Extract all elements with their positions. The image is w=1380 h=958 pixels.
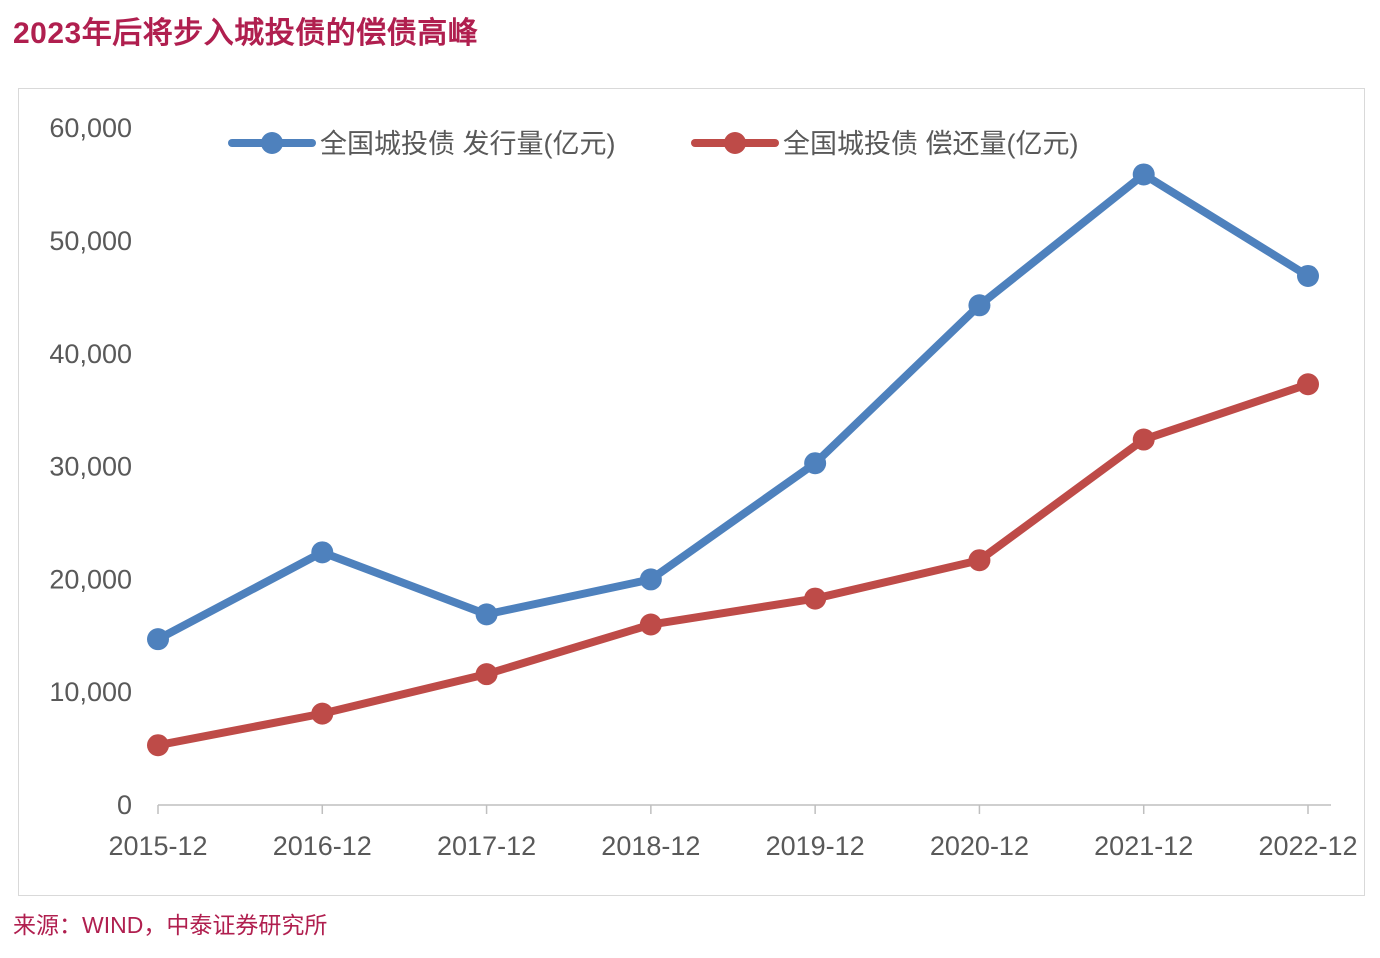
series-repayment-point	[475, 663, 498, 686]
series-repayment-line	[154, 380, 1312, 750]
y-axis-tick-label: 20,000	[49, 564, 132, 594]
series-issuance-point	[1297, 264, 1319, 287]
series-issuance-point	[639, 568, 662, 591]
series-issuance-point	[311, 541, 334, 564]
x-axis-tick-label: 2020-12	[930, 831, 1029, 861]
x-axis-tick-label: 2016-12	[273, 831, 372, 861]
x-axis-tick-label: 2015-12	[108, 831, 207, 861]
chart-plot-frame: 0 10,000 20,000 30,000 40,000 50,000 60,000 201…	[18, 88, 1365, 896]
series-issuance-point	[804, 452, 827, 475]
series-issuance-point	[1132, 163, 1155, 186]
line-chart: 0 10,000 20,000 30,000 40,000 50,000 60,000 201…	[49, 113, 1357, 861]
series-issuance-point	[968, 294, 991, 317]
series-repayment-point	[1297, 373, 1319, 396]
x-axis-tick-label: 2018-12	[601, 831, 700, 861]
source-note: 来源：WIND，中泰证券研究所	[13, 912, 328, 938]
legend-repayment-label: 全国城投债 偿还量(亿元)	[783, 129, 1078, 159]
series-repayment-point	[968, 549, 991, 572]
legend-issuance-label: 全国城投债 发行量(亿元)	[320, 129, 615, 159]
legend-issuance-marker-icon	[261, 132, 283, 154]
y-axis-tick-label: 50,000	[49, 226, 132, 256]
x-axis-tick-label: 2022-12	[1258, 831, 1357, 861]
series-issuance-line	[154, 170, 1312, 644]
series-repayment-point	[804, 587, 827, 610]
series-repayment-point	[311, 702, 334, 725]
y-axis-tick-label: 40,000	[49, 339, 132, 369]
series-repayment-point	[1132, 428, 1155, 451]
y-axis-tick-label: 30,000	[49, 452, 132, 482]
x-axis-tick-label: 2021-12	[1094, 831, 1193, 861]
chart-title: 2023年后将步入城投债的偿债高峰	[13, 17, 479, 50]
series-repayment-point	[147, 734, 169, 757]
series-issuance-point	[475, 603, 498, 626]
y-axis-tick-label: 10,000	[49, 677, 132, 707]
series-repayment-point	[639, 613, 662, 636]
series-issuance-point	[147, 628, 169, 651]
legend-repayment-marker-icon	[724, 132, 746, 154]
y-axis-tick-label: 0	[117, 790, 132, 820]
x-axis-tick-label: 2017-12	[437, 831, 536, 861]
y-axis-tick-label: 60,000	[49, 113, 132, 143]
x-axis-tick-label: 2019-12	[766, 831, 865, 861]
